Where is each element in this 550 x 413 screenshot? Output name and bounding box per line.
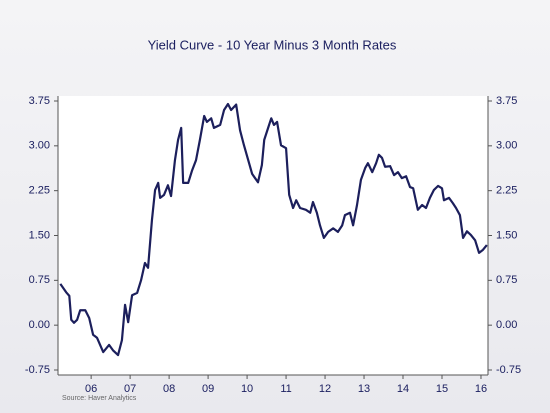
x-tick-label: 13 bbox=[358, 383, 370, 395]
x-tick-label: 09 bbox=[202, 383, 214, 395]
y2-tick-label: -0.75 bbox=[496, 364, 521, 376]
y-tick-label: -0.75 bbox=[25, 364, 50, 376]
chart-title: Yield Curve - 10 Year Minus 3 Month Rate… bbox=[148, 37, 397, 52]
x-tick-label: 12 bbox=[319, 383, 331, 395]
y2-tick-label: 2.25 bbox=[496, 185, 517, 197]
y-tick-label: 3.00 bbox=[29, 140, 50, 152]
y2-tick-label: 0.00 bbox=[496, 319, 517, 331]
x-tick-label: 06 bbox=[85, 383, 97, 395]
x-tick-label: 11 bbox=[280, 383, 291, 395]
y2-tick-label: 3.00 bbox=[496, 140, 517, 152]
source: Source: Haver Analytics bbox=[62, 395, 137, 402]
y2-tick-label: 3.75 bbox=[496, 95, 517, 107]
y-tick-label: 0.00 bbox=[29, 319, 50, 331]
x-tick-label: 10 bbox=[241, 383, 253, 395]
y-tick-label: 0.75 bbox=[29, 274, 50, 286]
x-tick-label: 15 bbox=[436, 383, 448, 395]
x-tick-label: 07 bbox=[124, 383, 136, 395]
y2-tick-label: 1.50 bbox=[496, 229, 517, 241]
y-tick-label: 2.25 bbox=[29, 185, 50, 197]
x-tick-label: 16 bbox=[475, 383, 487, 395]
y-tick-label: 3.75 bbox=[29, 95, 50, 107]
plot-area bbox=[58, 96, 488, 375]
y-tick-label: 1.50 bbox=[29, 229, 50, 241]
y2-tick-label: 0.75 bbox=[496, 274, 517, 286]
x-tick-label: 14 bbox=[397, 383, 409, 395]
x-tick-label: 08 bbox=[163, 383, 175, 395]
line-series bbox=[59, 102, 488, 357]
